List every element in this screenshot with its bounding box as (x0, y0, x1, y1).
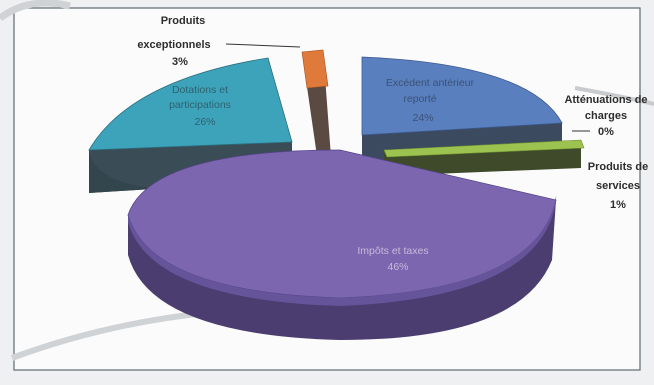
label-produits-exceptionnels-line1: Produits (161, 15, 206, 27)
label-dotations-line1: Dotations et (172, 84, 228, 96)
slice-produits-services-top (383, 139, 585, 158)
slice-produits-services (383, 139, 585, 176)
scan-curve-right (574, 86, 654, 106)
slice-excedent-top (361, 56, 563, 136)
label-impots-pct: 46% (387, 261, 408, 273)
label-produits-services-line1: Produits de (588, 161, 649, 173)
label-dotations-pct: 26% (194, 116, 215, 128)
label-dotations-line2: participations (169, 99, 231, 111)
slice-impots (127, 149, 557, 340)
label-attenuations-pct: 0% (598, 126, 614, 138)
label-attenuations-line1: Atténuations de (564, 94, 647, 106)
label-excedent-pct: 24% (412, 112, 433, 124)
scan-curve-top (0, 0, 71, 21)
label-impots-line1: Impôts et taxes (357, 245, 428, 257)
label-produits-exceptionnels-line2: exceptionnels (137, 39, 210, 51)
slice-dotations-top (88, 57, 293, 151)
slice-produits-exceptionnels (301, 49, 332, 170)
label-excedent-line2: reporté (403, 93, 436, 105)
slice-produits-exceptionnels-top (301, 49, 329, 89)
label-attenuations-line2: charges (585, 110, 627, 122)
label-excedent-line1: Excédent antérieur (386, 77, 475, 89)
label-produits-services-pct: 1% (610, 199, 626, 211)
label-produits-services-line2: services (596, 180, 640, 192)
leader-line-produits-exceptionnels (225, 43, 301, 48)
slice-dotations-edge (89, 150, 292, 193)
label-produits-exceptionnels-pct: 3% (172, 56, 188, 68)
